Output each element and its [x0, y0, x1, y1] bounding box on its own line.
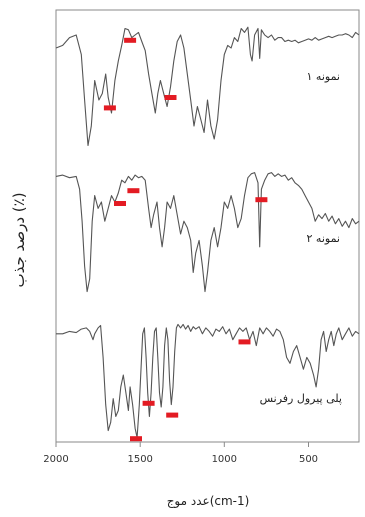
- series-label-3: پلی پیرول رفرنس: [260, 392, 342, 405]
- x-tick-label-1000: 1000: [212, 454, 237, 465]
- x-axis-ticks: 2000 1500 1000 500: [43, 442, 318, 465]
- spectrum-line-1: [55, 26, 360, 147]
- peak-marker-2-3: [255, 197, 268, 203]
- markers-layer: [103, 37, 268, 442]
- y-axis-label: درصد جذب (٪): [10, 192, 28, 287]
- series-label-1: نمونه ۱: [307, 70, 340, 83]
- peak-marker-1-3: [164, 95, 177, 100]
- peak-marker-3-1: [130, 436, 142, 442]
- series-label-2: نمونه ۲: [307, 232, 340, 245]
- x-tick-label-500: 500: [299, 454, 318, 465]
- peak-marker-1-2: [103, 105, 116, 111]
- x-tick-label-2000: 2000: [43, 454, 68, 465]
- spectrum-line-2: [55, 172, 360, 293]
- x-axis-label: عدد موج(cm-1): [167, 494, 250, 509]
- x-tick-label-1500: 1500: [127, 454, 152, 465]
- series-layer: [55, 26, 360, 439]
- peak-marker-2-2: [127, 188, 140, 194]
- peak-marker-3-4: [238, 339, 251, 345]
- peak-marker-3-3: [166, 412, 179, 418]
- peak-marker-1-1: [124, 37, 137, 43]
- plot-frame: [55, 9, 360, 443]
- peak-marker-3-2: [142, 400, 155, 406]
- peak-marker-2-1: [114, 201, 126, 206]
- spectrum-line-3: [56, 323, 360, 439]
